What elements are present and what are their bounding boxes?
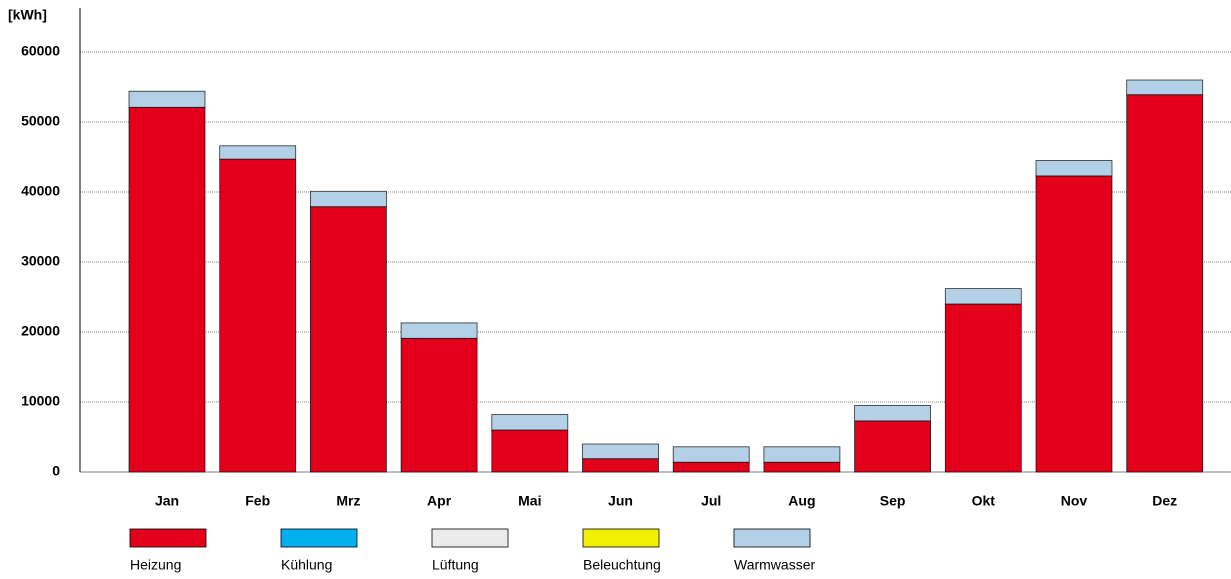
x-tick-label: Jan [155,493,179,509]
x-tick-label: Nov [1061,493,1088,509]
x-tick-label: Mai [518,493,541,509]
x-tick-label: Jul [701,493,721,509]
y-tick-label: 20000 [21,323,60,339]
x-tick-label: Dez [1152,493,1177,509]
bar-segment [1126,79,1204,96]
bar-segment [309,190,387,208]
bar-segment [491,414,569,431]
y-tick-label: 10000 [21,393,60,409]
legend-swatch [129,528,207,548]
y-tick-label: 0 [52,463,60,479]
bar-segment [491,429,569,473]
y-tick-label: 30000 [21,253,60,269]
legend-label: Lüftung [432,557,479,573]
bar-segment [309,206,387,473]
legend-label: Warmwasser [734,557,815,573]
bar-segment [128,106,206,473]
legend-label: Heizung [130,557,181,573]
bar-segment [944,288,1022,305]
x-tick-label: Sep [880,493,906,509]
legend-label: Beleuchtung [583,557,661,573]
bar-segment [582,443,659,460]
bar-segment [582,458,659,473]
legend-label: Kühlung [281,557,332,573]
legend-swatch [582,528,660,548]
bar-segment [672,446,750,463]
bar-segment [944,303,1022,473]
bar-segment [400,337,478,473]
bar-segment [854,405,931,422]
bar-segment [763,461,841,473]
bar-segment [854,420,931,473]
y-tick-label: 60000 [21,43,60,59]
x-tick-label: Aug [788,493,815,509]
bar-segment [763,446,841,463]
bar-segment [1035,175,1113,473]
y-axis-label: [kWh] [8,7,47,23]
y-tick-label: 40000 [21,183,60,199]
x-tick-label: Mrz [336,493,360,509]
bar-segment [219,158,297,473]
x-tick-label: Apr [427,493,452,509]
legend-swatch [733,528,811,548]
x-tick-label: Okt [972,493,996,509]
bar-segment [1035,160,1113,177]
bar-segment [219,145,297,160]
bar-segment [672,461,750,473]
x-tick-label: Feb [245,493,270,509]
bar-segment [1126,94,1204,473]
bar-segment [400,322,478,339]
x-tick-label: Jun [608,493,633,509]
legend-swatch [431,528,509,548]
bar-segment [128,90,206,108]
legend-swatch [280,528,358,548]
y-tick-label: 50000 [21,113,60,129]
